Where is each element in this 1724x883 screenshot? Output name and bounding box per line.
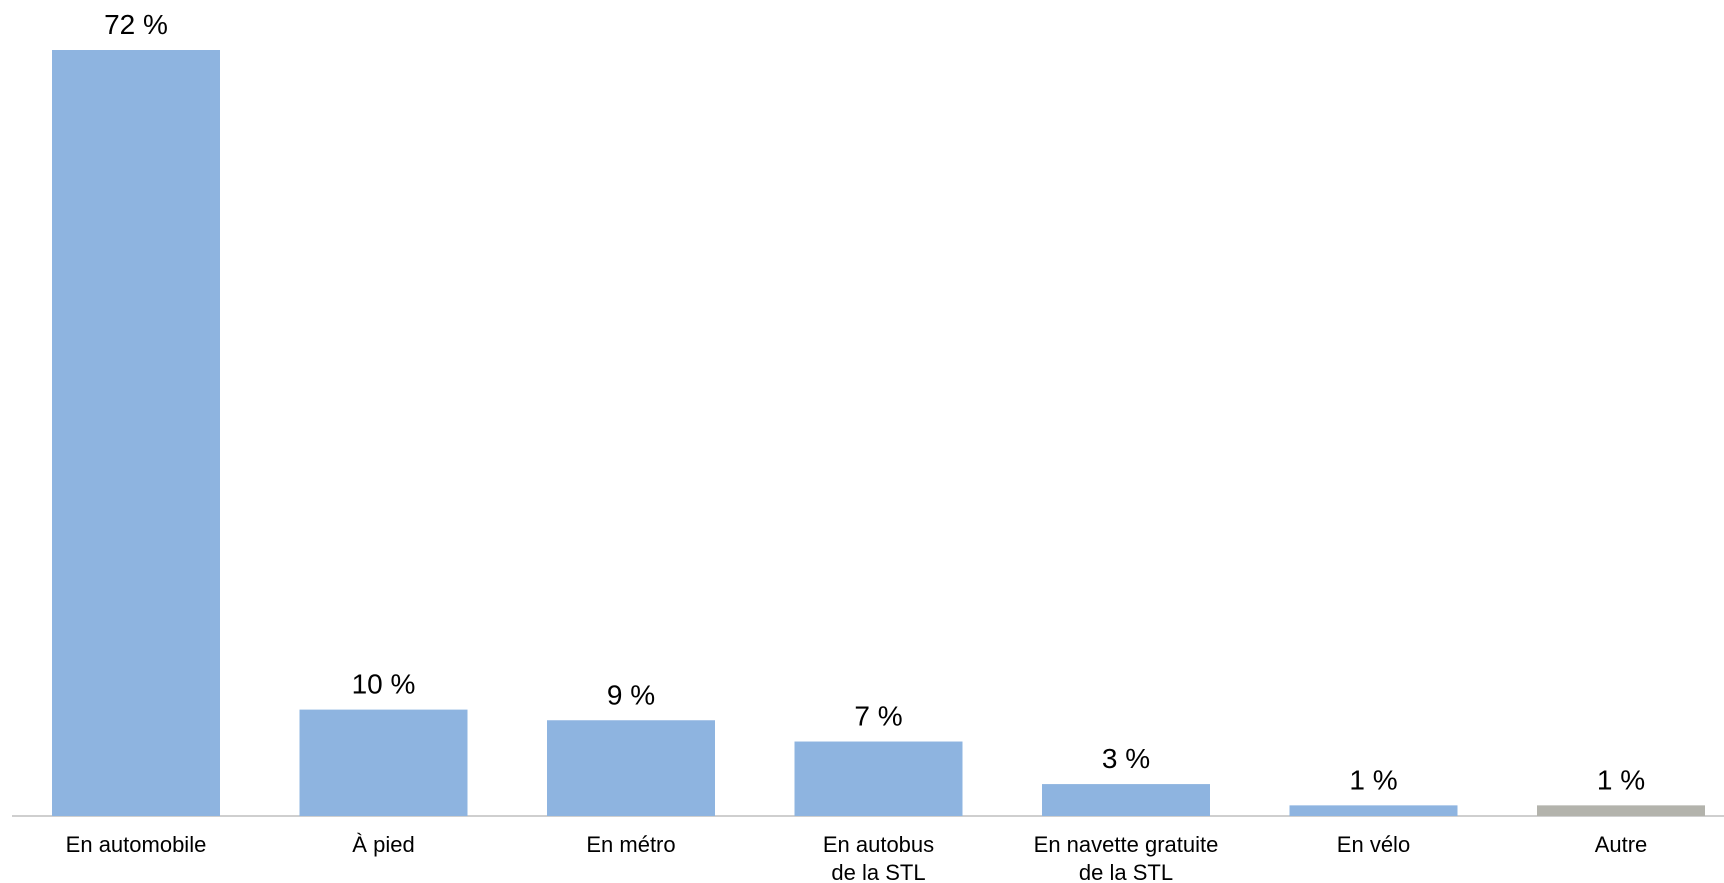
value-label-2: 9 % <box>607 679 655 710</box>
value-label-3: 7 % <box>854 701 902 732</box>
bar-3 <box>794 741 963 816</box>
category-label-1-line-0: À pied <box>352 832 414 857</box>
category-labels-group: En automobile À pied En métro En autobus de … <box>66 832 1648 883</box>
category-label-2-line-0: En métro <box>586 832 675 857</box>
bar-2 <box>547 720 715 816</box>
category-label-6-line-0: Autre <box>1595 832 1648 857</box>
category-label-6: Autre <box>1595 832 1648 857</box>
category-label-4-line-0: En navette gratuite <box>1034 832 1219 857</box>
bar-4 <box>1042 784 1210 816</box>
bar-6 <box>1537 805 1705 816</box>
value-label-4: 3 % <box>1102 743 1150 774</box>
category-label-4-line-1: de la STL <box>1079 860 1173 883</box>
category-label-4: En navette gratuite de la STL <box>1034 832 1219 883</box>
category-label-5-line-0: En vélo <box>1337 832 1410 857</box>
category-label-3-line-1: de la STL <box>831 860 925 883</box>
category-label-3-line-0: En autobus <box>823 832 934 857</box>
category-label-0: En automobile <box>66 832 207 857</box>
bar-5 <box>1289 805 1458 816</box>
category-label-1: À pied <box>352 832 414 857</box>
bar-0 <box>52 50 220 816</box>
bar-1 <box>299 709 468 816</box>
value-label-1: 10 % <box>352 669 416 700</box>
value-labels-group: 72 % 10 % 9 % 7 % 3 % 1 % 1 % <box>104 9 1645 795</box>
value-label-5: 1 % <box>1349 764 1397 795</box>
category-label-5: En vélo <box>1337 832 1410 857</box>
category-label-2: En métro <box>586 832 675 857</box>
category-label-0-line-0: En automobile <box>66 832 207 857</box>
value-label-6: 1 % <box>1597 764 1645 795</box>
value-label-0: 72 % <box>104 9 168 40</box>
category-label-3: En autobus de la STL <box>823 832 934 883</box>
bars-group <box>52 50 1705 816</box>
